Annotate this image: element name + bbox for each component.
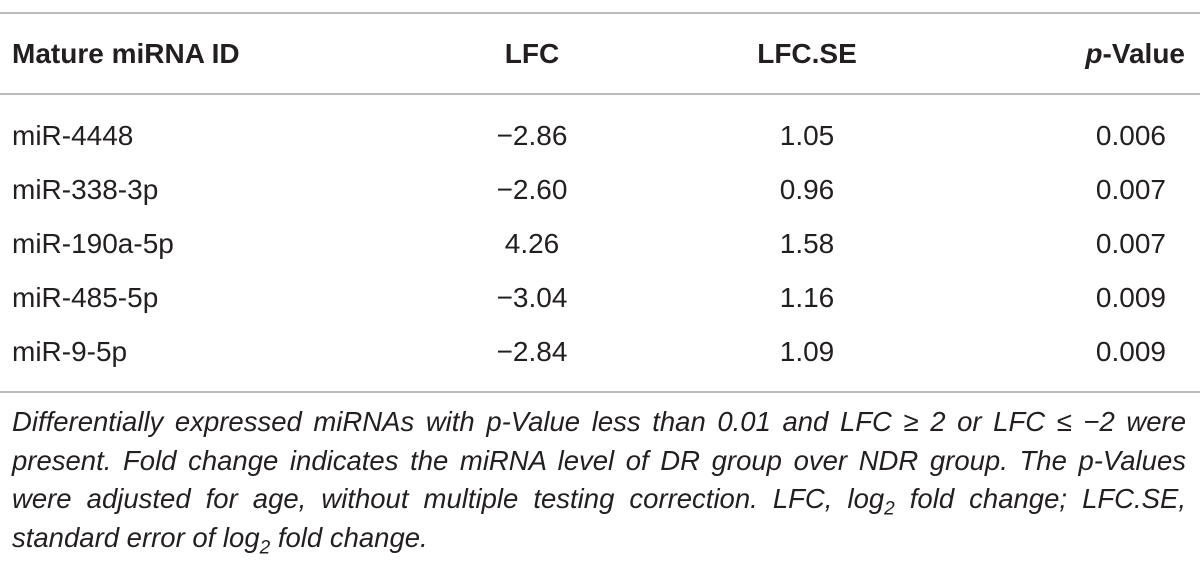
table-cell: 4.26 [504, 228, 560, 259]
table-cell: miR-485-5p [12, 282, 159, 313]
table-row: miR-9-5p −2.84 1.09 0.009 [0, 325, 1200, 392]
footnote-text: fold change. [270, 521, 428, 553]
table-cell: 0.007 [1095, 228, 1166, 259]
table-cell: 0.006 [1095, 120, 1166, 151]
table-cell: 0.009 [1095, 282, 1166, 313]
table-row: miR-338-3p −2.60 0.96 0.007 [0, 163, 1200, 217]
subscript: 2 [884, 498, 895, 520]
footnote-text: Differentially expressed miRNAs with p-V… [12, 406, 1186, 514]
table-cell: 1.58 [779, 228, 835, 259]
header-cell: LFC.SE [757, 37, 857, 69]
table-cell: 0.96 [779, 174, 835, 205]
table-cell: −2.84 [496, 336, 568, 367]
footnote-text: fold change; LFC.SE, standard error of l… [12, 483, 1186, 553]
table-row: miR-4448 −2.86 1.05 0.006 [0, 94, 1200, 163]
header-row: Mature miRNA ID LFC LFC.SE p-Value [0, 13, 1200, 94]
table-cell: −2.60 [496, 174, 568, 205]
table-cell: 1.16 [779, 282, 835, 313]
data-table: Mature miRNA ID LFC LFC.SE p-Value miR-4… [0, 12, 1200, 393]
table-cell: miR-190a-5p [12, 228, 174, 259]
header-cell: LFC [504, 37, 560, 69]
table-cell: 1.09 [779, 336, 835, 367]
header-italic: p [1085, 37, 1103, 69]
table-cell: 0.009 [1095, 336, 1166, 367]
header-cell: Mature miRNA ID [12, 37, 240, 69]
table-row: miR-485-5p −3.04 1.16 0.009 [0, 271, 1200, 325]
table-cell: 0.007 [1095, 174, 1166, 205]
footnote: Differentially expressed miRNAs with p-V… [12, 403, 1186, 557]
table-body: miR-4448 −2.86 1.05 0.006 miR-338-3p −2.60 0.9… [0, 94, 1200, 392]
table-cell: miR-338-3p [12, 174, 159, 205]
table-cell: 1.05 [779, 120, 835, 151]
table-row: miR-190a-5p 4.26 1.58 0.007 [0, 217, 1200, 271]
header-text: -Value [1102, 37, 1185, 69]
table-header: Mature miRNA ID LFC LFC.SE p-Value [0, 13, 1200, 94]
table-cell: miR-4448 [12, 120, 134, 151]
table-cell: miR-9-5p [12, 336, 128, 367]
table-cell: −2.86 [496, 120, 568, 151]
header-cell: p-Value [942, 13, 1200, 94]
subscript: 2 [259, 537, 271, 558]
table-cell: −3.04 [496, 282, 568, 313]
